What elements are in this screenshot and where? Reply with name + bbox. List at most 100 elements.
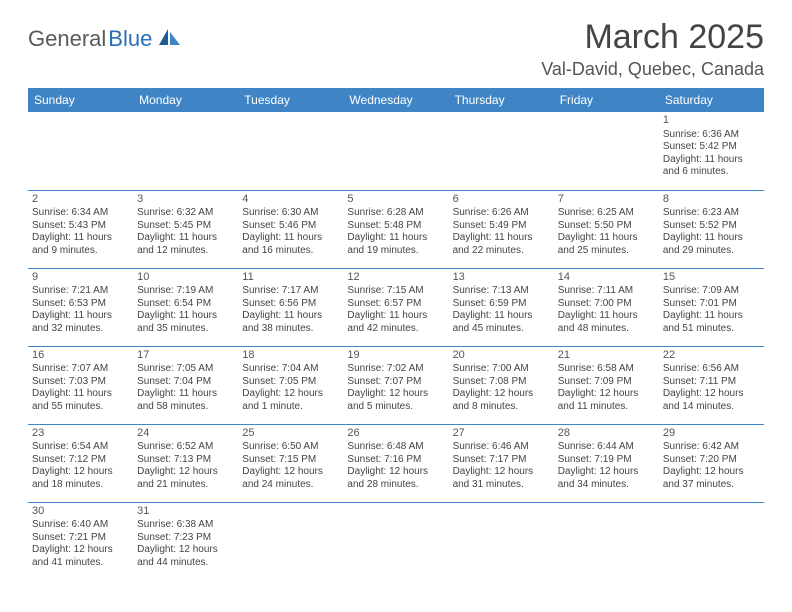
calendar-day: 10Sunrise: 7:19 AMSunset: 6:54 PMDayligh… <box>133 268 238 346</box>
daylight-line2: and 6 minutes. <box>663 166 760 179</box>
daylight-line1: Daylight: 11 hours <box>137 232 234 245</box>
calendar-day-empty <box>28 112 133 190</box>
day-number: 4 <box>242 193 339 207</box>
sunrise-text: Sunrise: 6:36 AM <box>663 129 760 142</box>
daylight-line1: Daylight: 11 hours <box>663 310 760 323</box>
daylight-line2: and 37 minutes. <box>663 479 760 492</box>
calendar-day: 8Sunrise: 6:23 AMSunset: 5:52 PMDaylight… <box>659 190 764 268</box>
day-number: 17 <box>137 349 234 363</box>
calendar-day: 20Sunrise: 7:00 AMSunset: 7:08 PMDayligh… <box>449 346 554 424</box>
daylight-line2: and 31 minutes. <box>453 479 550 492</box>
calendar-day: 17Sunrise: 7:05 AMSunset: 7:04 PMDayligh… <box>133 346 238 424</box>
sunrise-text: Sunrise: 6:46 AM <box>453 441 550 454</box>
day-header: Friday <box>554 88 659 112</box>
calendar-day-empty <box>449 112 554 190</box>
sunrise-text: Sunrise: 7:07 AM <box>32 363 129 376</box>
day-header: Tuesday <box>238 88 343 112</box>
sunrise-text: Sunrise: 6:32 AM <box>137 207 234 220</box>
brand-part1: General <box>28 26 106 52</box>
daylight-line1: Daylight: 12 hours <box>137 544 234 557</box>
calendar-week: 1Sunrise: 6:36 AMSunset: 5:42 PMDaylight… <box>28 112 764 190</box>
sunrise-text: Sunrise: 6:28 AM <box>347 207 444 220</box>
day-number: 30 <box>32 505 129 519</box>
daylight-line1: Daylight: 11 hours <box>558 310 655 323</box>
sunrise-text: Sunrise: 6:30 AM <box>242 207 339 220</box>
daylight-line1: Daylight: 12 hours <box>453 466 550 479</box>
daylight-line2: and 22 minutes. <box>453 245 550 258</box>
daylight-line2: and 48 minutes. <box>558 323 655 336</box>
sunset-text: Sunset: 5:48 PM <box>347 220 444 233</box>
brand-logo: General Blue <box>28 26 183 52</box>
calendar-day-empty <box>343 112 448 190</box>
calendar-day: 24Sunrise: 6:52 AMSunset: 7:13 PMDayligh… <box>133 424 238 502</box>
calendar-day: 26Sunrise: 6:48 AMSunset: 7:16 PMDayligh… <box>343 424 448 502</box>
sunrise-text: Sunrise: 6:34 AM <box>32 207 129 220</box>
day-number: 25 <box>242 427 339 441</box>
calendar-day-empty <box>343 502 448 580</box>
calendar-day: 5Sunrise: 6:28 AMSunset: 5:48 PMDaylight… <box>343 190 448 268</box>
calendar-day-empty <box>659 502 764 580</box>
day-number: 12 <box>347 271 444 285</box>
day-number: 5 <box>347 193 444 207</box>
day-number: 10 <box>137 271 234 285</box>
daylight-line1: Daylight: 12 hours <box>242 388 339 401</box>
calendar-day: 16Sunrise: 7:07 AMSunset: 7:03 PMDayligh… <box>28 346 133 424</box>
daylight-line2: and 1 minute. <box>242 401 339 414</box>
daylight-line1: Daylight: 12 hours <box>347 466 444 479</box>
calendar-day-empty <box>133 112 238 190</box>
sunset-text: Sunset: 7:12 PM <box>32 454 129 467</box>
sunrise-text: Sunrise: 7:04 AM <box>242 363 339 376</box>
daylight-line1: Daylight: 11 hours <box>137 388 234 401</box>
calendar-day-empty <box>554 502 659 580</box>
sunrise-text: Sunrise: 6:26 AM <box>453 207 550 220</box>
calendar-day-empty <box>449 502 554 580</box>
daylight-line2: and 34 minutes. <box>558 479 655 492</box>
sunrise-text: Sunrise: 6:48 AM <box>347 441 444 454</box>
calendar-day: 4Sunrise: 6:30 AMSunset: 5:46 PMDaylight… <box>238 190 343 268</box>
daylight-line1: Daylight: 11 hours <box>453 310 550 323</box>
sunset-text: Sunset: 7:17 PM <box>453 454 550 467</box>
sunrise-text: Sunrise: 7:02 AM <box>347 363 444 376</box>
sunrise-text: Sunrise: 7:00 AM <box>453 363 550 376</box>
header: General Blue March 2025 Val-David, Quebe… <box>28 18 764 80</box>
daylight-line2: and 55 minutes. <box>32 401 129 414</box>
daylight-line2: and 44 minutes. <box>137 557 234 570</box>
calendar-day: 3Sunrise: 6:32 AMSunset: 5:45 PMDaylight… <box>133 190 238 268</box>
calendar-day: 1Sunrise: 6:36 AMSunset: 5:42 PMDaylight… <box>659 112 764 190</box>
day-number: 18 <box>242 349 339 363</box>
day-number: 3 <box>137 193 234 207</box>
sunrise-text: Sunrise: 6:50 AM <box>242 441 339 454</box>
day-number: 9 <box>32 271 129 285</box>
sunset-text: Sunset: 7:08 PM <box>453 376 550 389</box>
day-number: 2 <box>32 193 129 207</box>
sunset-text: Sunset: 5:50 PM <box>558 220 655 233</box>
sail-icon <box>157 27 183 52</box>
day-number: 11 <box>242 271 339 285</box>
sunrise-text: Sunrise: 6:38 AM <box>137 519 234 532</box>
sunrise-text: Sunrise: 7:09 AM <box>663 285 760 298</box>
daylight-line1: Daylight: 12 hours <box>558 388 655 401</box>
daylight-line2: and 42 minutes. <box>347 323 444 336</box>
daylight-line2: and 38 minutes. <box>242 323 339 336</box>
daylight-line2: and 35 minutes. <box>137 323 234 336</box>
calendar-day: 11Sunrise: 7:17 AMSunset: 6:56 PMDayligh… <box>238 268 343 346</box>
daylight-line1: Daylight: 11 hours <box>663 154 760 167</box>
sunset-text: Sunset: 7:03 PM <box>32 376 129 389</box>
daylight-line2: and 19 minutes. <box>347 245 444 258</box>
daylight-line1: Daylight: 12 hours <box>242 466 339 479</box>
sunrise-text: Sunrise: 6:54 AM <box>32 441 129 454</box>
calendar-day: 9Sunrise: 7:21 AMSunset: 6:53 PMDaylight… <box>28 268 133 346</box>
sunset-text: Sunset: 5:46 PM <box>242 220 339 233</box>
sunrise-text: Sunrise: 6:40 AM <box>32 519 129 532</box>
daylight-line1: Daylight: 11 hours <box>558 232 655 245</box>
sunset-text: Sunset: 5:43 PM <box>32 220 129 233</box>
daylight-line1: Daylight: 11 hours <box>347 310 444 323</box>
calendar-day: 25Sunrise: 6:50 AMSunset: 7:15 PMDayligh… <box>238 424 343 502</box>
day-number: 13 <box>453 271 550 285</box>
daylight-line2: and 9 minutes. <box>32 245 129 258</box>
sunset-text: Sunset: 7:19 PM <box>558 454 655 467</box>
calendar-day: 18Sunrise: 7:04 AMSunset: 7:05 PMDayligh… <box>238 346 343 424</box>
calendar-day-empty <box>238 502 343 580</box>
sunrise-text: Sunrise: 7:17 AM <box>242 285 339 298</box>
daylight-line1: Daylight: 11 hours <box>242 232 339 245</box>
